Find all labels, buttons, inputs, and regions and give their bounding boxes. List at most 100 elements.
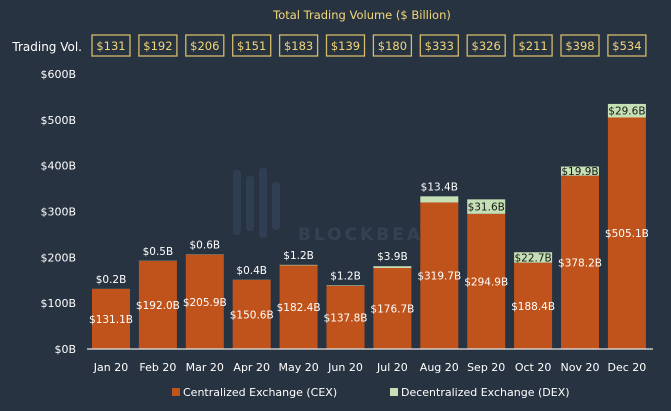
bar-group: $319.7B $13.4B [417,181,461,349]
total-volume-box: $534 [607,34,647,57]
y-tick-label: $400B [40,160,76,173]
total-volume-box: $206 [185,34,225,57]
dex-value-label: $0.6B [190,239,221,251]
total-volume-value: $211 [518,39,547,53]
dex-bar [279,264,318,266]
bar-group: $294.9B $31.6B [464,199,508,349]
dex-bar [514,252,553,263]
x-tick-label: Apr 20 [233,361,270,374]
x-tick-label: Oct 20 [515,361,552,374]
total-volume-value: $139 [331,39,360,53]
total-box-border [513,34,553,57]
cex-bar [561,175,599,349]
total-volume-value: $131 [96,39,125,53]
cex-bar [607,117,646,349]
total-volume-box: $211 [513,34,553,57]
y-tick-label: $300B [40,206,76,219]
x-tick-label: Mar 20 [186,361,224,374]
dex-bar [420,196,459,203]
dex-bar [561,166,599,176]
x-tick-label: Feb 20 [139,361,176,374]
bar-group: $131.1B $0.2B [89,274,133,349]
cex-value-label: $137.8B [324,312,368,324]
total-box-border [607,34,647,57]
dex-value-label: $0.2B [96,274,127,286]
y-tick-label: $500B [40,114,76,127]
cex-value-label: $150.6B [230,309,274,321]
total-box-border [466,34,506,57]
total-volume-box: $192 [138,34,178,57]
dex-value-label: $19.9B [561,166,598,178]
cex-value-label: $205.9B [183,297,227,309]
total-volume-value: $333 [425,39,454,53]
y-tick-label: $100B [40,297,76,310]
dex-bar [467,199,506,214]
dex-value-label: $13.4B [421,181,458,193]
bar-group: $378.2B $19.9B [558,166,602,349]
total-box-border [560,34,600,57]
total-volume-value: $206 [190,39,219,53]
watermark-text: BLOCKBEATS [298,225,452,245]
dex-value-label: $1.2B [330,270,361,282]
bar-group: $182.4B $1.2B [277,250,321,349]
total-volume-value: $183 [284,39,313,53]
total-volume-value: $326 [472,39,501,53]
x-tick-label: Dec 20 [608,361,647,374]
cex-value-label: $294.9B [464,276,508,288]
cex-bar [514,262,553,349]
legend-swatch [172,388,180,396]
dex-bar [373,266,412,269]
bar-group: $188.4B $22.7B [511,252,555,349]
legend-item: Decentralized Exchange (DEX) [390,386,570,399]
bar-group: $505.1B $29.6B [605,103,649,349]
total-volume-box: $180 [372,34,413,57]
y-tick-label: $0B [54,343,76,356]
cex-bar [279,265,318,349]
total-volume-box: $398 [560,34,600,57]
cex-value-label: $188.4B [511,301,555,313]
cex-bar [138,261,177,349]
legend-label: Centralized Exchange (CEX) [183,386,337,399]
legend-item: Centralized Exchange (CEX) [172,386,337,399]
total-volume-box: $131 [91,34,131,57]
dex-value-label: $0.4B [236,265,267,277]
total-volume-value: $534 [612,39,641,53]
blockbeats-watermark: BLOCKBEATS [233,168,452,245]
cex-value-label: $319.7B [417,271,461,283]
dex-bar [607,103,646,118]
dex-value-label: $1.2B [283,250,314,262]
x-tick-label: May 20 [278,361,318,374]
dex-value-label: $22.7B [514,252,551,264]
bar-group: $150.6B $0.4B [230,265,274,349]
legend-label: Decentralized Exchange (DEX) [401,386,570,399]
bar-group: $176.7B $3.9B [370,251,414,349]
cex-bar [467,213,506,349]
x-tick-label: Sep 20 [467,361,505,374]
cex-value-label: $176.7B [370,304,414,316]
chart-title: Total Trading Volume ($ Billion) [272,8,451,22]
x-tick-label: Nov 20 [561,361,600,374]
cex-value-label: $505.1B [605,228,649,240]
legend-swatch [390,388,398,396]
cex-bar [232,279,271,349]
x-tick-label: Jun 20 [327,361,363,374]
total-volume-value: $192 [143,39,172,53]
cex-bar [326,285,365,349]
total-volume-value: $151 [237,39,266,53]
total-volume-value: $180 [378,39,407,53]
total-box-border [419,34,459,57]
total-box-border [138,34,178,57]
cex-value-label: $378.2B [558,257,602,269]
cex-bar [420,202,459,349]
total-box-border [185,34,225,57]
total-box-border [278,34,319,57]
watermark-logo-bar [233,170,241,235]
total-volume-box: $151 [232,34,272,57]
dex-value-label: $3.9B [377,251,408,263]
dex-value-label: $29.6B [608,106,645,118]
total-box-border [91,34,131,57]
y-tick-label: $600B [40,68,76,81]
total-volume-value: $398 [565,39,594,53]
bar-group: $137.8B $1.2B [324,270,368,349]
